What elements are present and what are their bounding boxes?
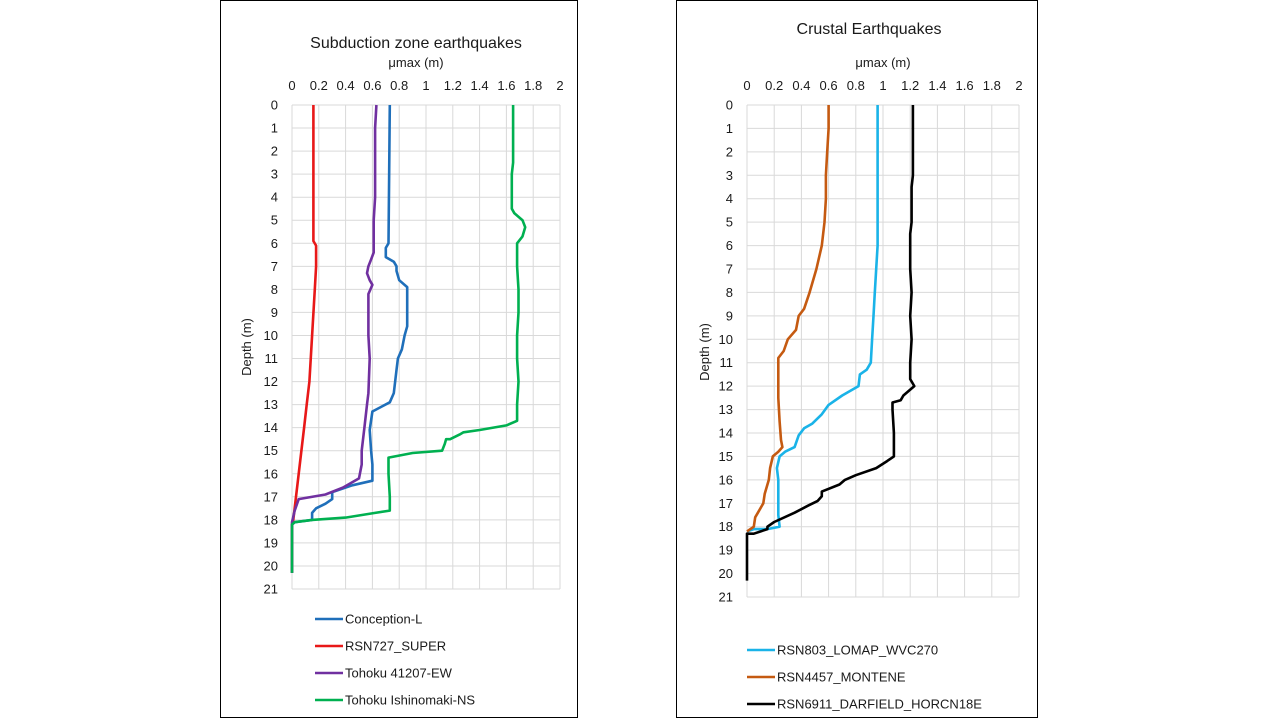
y-tick-label: 6 <box>271 236 278 251</box>
x-tick-label: 0.6 <box>820 78 838 93</box>
x-tick-label: 1.2 <box>444 78 462 93</box>
x-tick-label: 0.8 <box>847 78 865 93</box>
x-tick-label: 0 <box>743 78 750 93</box>
y-tick-label: 21 <box>264 582 278 597</box>
y-tick-label: 17 <box>264 489 278 504</box>
x-axis-label: μmax (m) <box>855 55 910 70</box>
y-tick-label: 3 <box>271 167 278 182</box>
series-line-rsn6911-darfield-horcn18e <box>745 105 916 581</box>
y-tick-label: 1 <box>726 121 733 136</box>
x-tick-label: 1.2 <box>901 78 919 93</box>
series-line-rsn4457-montene <box>746 105 830 533</box>
y-tick-label: 9 <box>271 305 278 320</box>
y-tick-label: 0 <box>271 98 278 113</box>
series-line-conception-l <box>290 104 409 573</box>
y-tick-label: 1 <box>271 121 278 136</box>
legend-label-rsn4457-montene: RSN4457_MONTENE <box>777 670 906 685</box>
series-line-tohoku-41207-ew <box>290 104 378 573</box>
y-tick-label: 17 <box>719 496 733 511</box>
x-tick-label: 1.8 <box>524 78 542 93</box>
x-tick-label: 1 <box>879 78 886 93</box>
y-tick-label: 11 <box>265 351 279 366</box>
y-tick-label: 2 <box>726 144 733 159</box>
y-tick-label: 15 <box>264 443 278 458</box>
x-tick-label: 0.8 <box>390 78 408 93</box>
y-tick-label: 18 <box>264 512 278 527</box>
y-tick-label: 0 <box>726 98 733 113</box>
x-tick-label: 1 <box>422 78 429 93</box>
y-tick-label: 19 <box>264 535 278 550</box>
x-tick-label: 1.6 <box>956 78 974 93</box>
x-tick-label: 0.6 <box>363 78 381 93</box>
x-tick-label: 1.8 <box>983 78 1001 93</box>
x-tick-label: 1.4 <box>471 78 489 93</box>
y-tick-label: 4 <box>726 191 733 206</box>
legend-label-rsn727-super: RSN727_SUPER <box>345 639 446 654</box>
chart-subduction: Subduction zone earthquakes μmax (m) Depth… <box>239 35 564 708</box>
legend-label-tohoku-ishinomaki-ns: Tohoku Ishinomaki-NS <box>345 693 475 708</box>
y-tick-label: 16 <box>719 472 733 487</box>
y-tick-label: 21 <box>719 590 733 605</box>
y-axis-label: Depth (m) <box>697 323 712 381</box>
legend-label-rsn803-lomap-wvc270: RSN803_LOMAP_WVC270 <box>777 643 938 658</box>
x-tick-label: 0.2 <box>765 78 783 93</box>
series-line-tohoku-ishinomaki-ns <box>290 105 527 573</box>
x-axis-label: μmax (m) <box>388 55 443 70</box>
y-tick-label: 5 <box>726 215 733 230</box>
y-tick-label: 8 <box>726 285 733 300</box>
y-tick-label: 11 <box>720 355 734 370</box>
x-tick-label: 0 <box>288 78 295 93</box>
y-tick-label: 3 <box>726 168 733 183</box>
y-tick-label: 12 <box>264 374 278 389</box>
y-tick-label: 5 <box>271 213 278 228</box>
y-tick-label: 12 <box>719 379 733 394</box>
chart-crustal: Crustal Earthquakes μmax (m) Depth (m) 0 0.2… <box>697 21 1023 712</box>
y-tick-label: 9 <box>726 308 733 323</box>
y-tick-label: 7 <box>271 259 278 274</box>
chart-title: Crustal Earthquakes <box>797 21 942 38</box>
y-tick-label: 6 <box>726 238 733 253</box>
y-tick-label: 15 <box>719 449 733 464</box>
legend-label-conception-l: Conception-L <box>345 612 422 627</box>
x-tick-label: 0.2 <box>310 78 328 93</box>
series-line-rsn727-super <box>290 105 318 573</box>
x-tick-label: 2 <box>556 78 563 93</box>
x-tick-label: 1.4 <box>928 78 946 93</box>
y-tick-label: 14 <box>264 420 278 435</box>
series-line-rsn803-lomap-wvc270 <box>746 105 879 533</box>
y-axis-label: Depth (m) <box>239 318 254 376</box>
y-tick-label: 14 <box>719 426 733 441</box>
y-tick-label: 13 <box>264 397 278 412</box>
legend-label-tohoku-41207-ew: Tohoku 41207-EW <box>345 666 453 681</box>
legend-label-rsn6911-darfield-horcn18e: RSN6911_DARFIELD_HORCN18E <box>777 697 982 712</box>
chart-title: Subduction zone earthquakes <box>310 35 522 52</box>
y-tick-label: 19 <box>719 543 733 558</box>
x-tick-label: 0.4 <box>792 78 810 93</box>
y-tick-label: 16 <box>264 466 278 481</box>
x-tick-label: 2 <box>1015 78 1022 93</box>
y-tick-label: 13 <box>719 402 733 417</box>
y-tick-label: 20 <box>719 566 733 581</box>
x-tick-label: 1.6 <box>497 78 515 93</box>
y-tick-label: 10 <box>264 328 278 343</box>
y-tick-label: 10 <box>719 332 733 347</box>
x-tick-label: 0.4 <box>337 78 355 93</box>
y-tick-label: 7 <box>726 262 733 277</box>
chart-panel-subduction: Subduction zone earthquakes μmax (m) Depth… <box>220 0 578 718</box>
y-tick-label: 8 <box>271 282 278 297</box>
y-tick-label: 20 <box>264 558 278 573</box>
y-tick-label: 2 <box>271 144 278 159</box>
y-tick-label: 4 <box>271 190 278 205</box>
chart-panel-crustal: Crustal Earthquakes μmax (m) Depth (m) 0 0.2… <box>676 0 1038 718</box>
y-tick-label: 18 <box>719 519 733 534</box>
